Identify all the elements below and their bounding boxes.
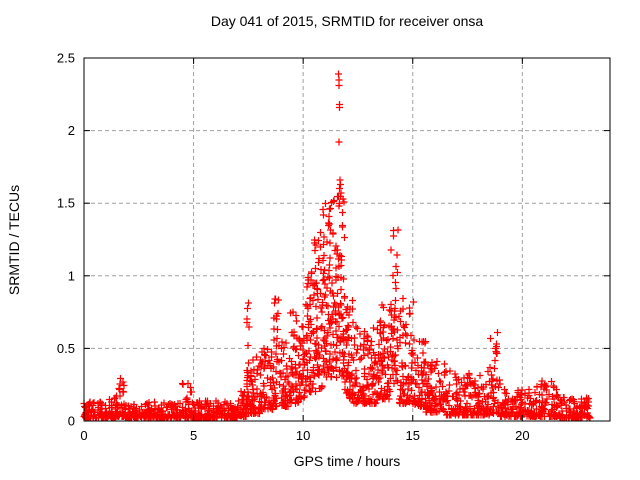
plot-border — [83, 57, 611, 422]
scatter-points — [80, 70, 594, 422]
y-tick-label: 0 — [68, 414, 75, 429]
y-tick-label: 0.5 — [57, 341, 75, 356]
y-axis-label: SRMTID / TECUs — [6, 184, 22, 296]
y-tick-label: 2.5 — [57, 51, 75, 66]
x-tick-label: 0 — [80, 428, 87, 443]
x-tick-label: 15 — [406, 428, 420, 443]
y-tick-label: 2 — [68, 123, 75, 138]
y-tick-label: 1 — [68, 268, 75, 283]
chart-title: Day 041 of 2015, SRMTID for receiver ons… — [210, 13, 484, 29]
x-axis-label: GPS time / hours — [293, 453, 401, 469]
x-tick-label: 20 — [515, 428, 529, 443]
x-tick-label: 5 — [190, 428, 197, 443]
x-tick-label: 10 — [296, 428, 310, 443]
y-tick-label: 1.5 — [57, 196, 75, 211]
